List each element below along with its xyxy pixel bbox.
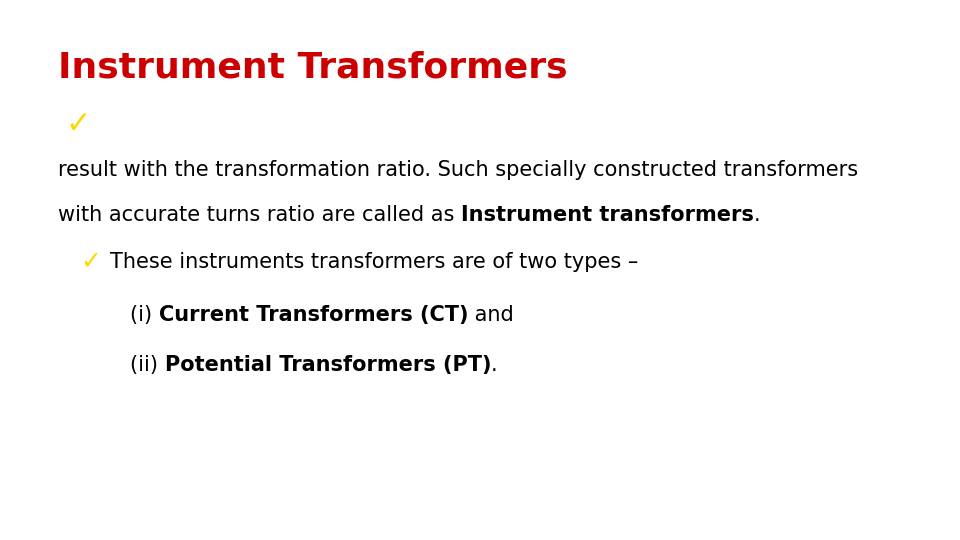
Text: (i): (i) (130, 305, 158, 325)
Text: and: and (468, 305, 514, 325)
Text: Instrument transformers: Instrument transformers (461, 205, 754, 225)
Text: These instruments transformers are of two types –: These instruments transformers are of tw… (110, 252, 638, 272)
Text: with accurate turns ratio are called as: with accurate turns ratio are called as (58, 205, 461, 225)
Text: .: . (754, 205, 760, 225)
Text: (ii): (ii) (130, 355, 164, 375)
Text: result with the transformation ratio. Such specially constructed transformers: result with the transformation ratio. Su… (58, 160, 858, 180)
Text: ✓: ✓ (80, 250, 101, 274)
Text: ✓: ✓ (65, 111, 90, 139)
Text: .: . (492, 355, 497, 375)
Text: Instrument Transformers: Instrument Transformers (58, 50, 567, 84)
Text: Potential Transformers (PT): Potential Transformers (PT) (164, 355, 492, 375)
Text: Current Transformers (CT): Current Transformers (CT) (158, 305, 468, 325)
